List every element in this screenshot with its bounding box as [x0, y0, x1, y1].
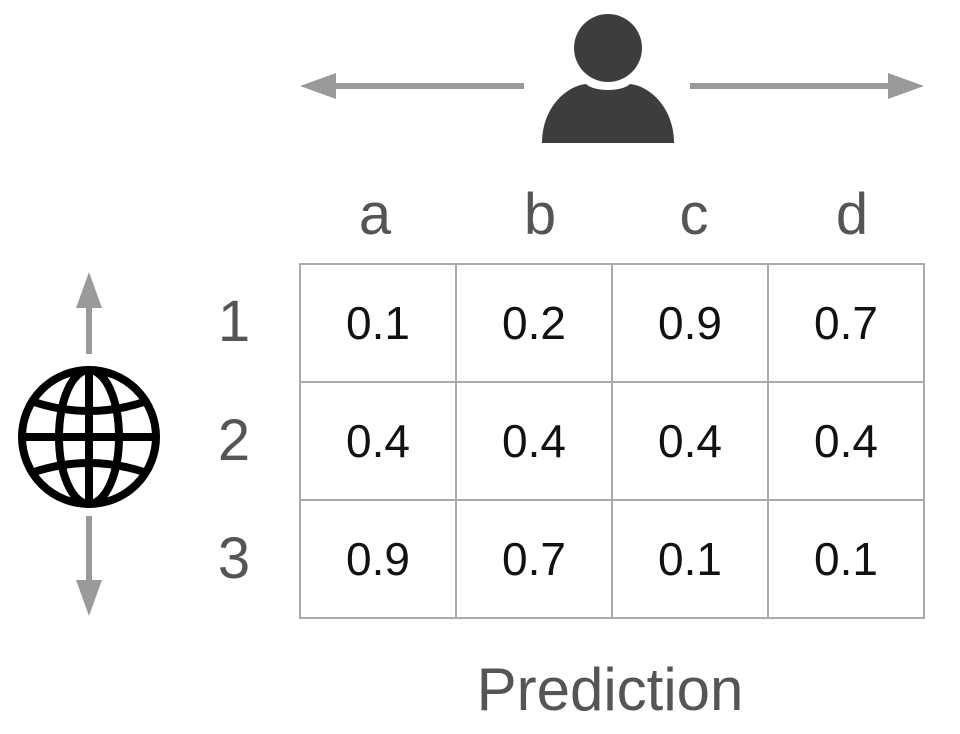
cell-1-a: 0.1 [299, 263, 457, 383]
cell-2-c: 0.4 [611, 381, 769, 501]
grid-row-3: 0.9 0.7 0.1 0.1 [299, 499, 925, 619]
down-arrow-head [76, 580, 102, 616]
cell-2-b: 0.4 [455, 381, 613, 501]
row-header-3: 3 [217, 526, 251, 591]
user-icon [542, 14, 674, 143]
cell-3-c: 0.1 [611, 499, 769, 619]
cell-2-d: 0.4 [767, 381, 925, 501]
prediction-label: Prediction [476, 656, 744, 723]
cell-1-c: 0.9 [611, 263, 769, 383]
cell-2-a: 0.4 [299, 381, 457, 501]
up-arrow-head [76, 272, 102, 308]
row-header-2: 2 [217, 408, 251, 473]
column-header-c: c [679, 182, 709, 247]
right-arrow-head [888, 73, 924, 99]
grid-row-2: 0.4 0.4 0.4 0.4 [299, 381, 925, 501]
prediction-grid: 0.1 0.2 0.9 0.7 0.4 0.4 0.4 0.4 0.9 0.7 … [299, 263, 925, 619]
cell-3-d: 0.1 [767, 499, 925, 619]
right-arrow-shaft [690, 83, 890, 89]
cell-3-a: 0.9 [299, 499, 457, 619]
down-arrow-shaft [86, 516, 92, 582]
row-header-1: 1 [217, 289, 251, 354]
cell-3-b: 0.7 [455, 499, 613, 619]
grid-row-1: 0.1 0.2 0.9 0.7 [299, 263, 925, 383]
left-arrow-head [300, 73, 336, 99]
cell-1-b: 0.2 [455, 263, 613, 383]
column-header-d: d [835, 182, 869, 247]
up-arrow-shaft [86, 306, 92, 354]
column-header-a: a [358, 182, 392, 247]
left-arrow-shaft [334, 83, 524, 89]
column-header-b: b [523, 182, 557, 247]
globe-icon [18, 366, 160, 508]
cell-1-d: 0.7 [767, 263, 925, 383]
